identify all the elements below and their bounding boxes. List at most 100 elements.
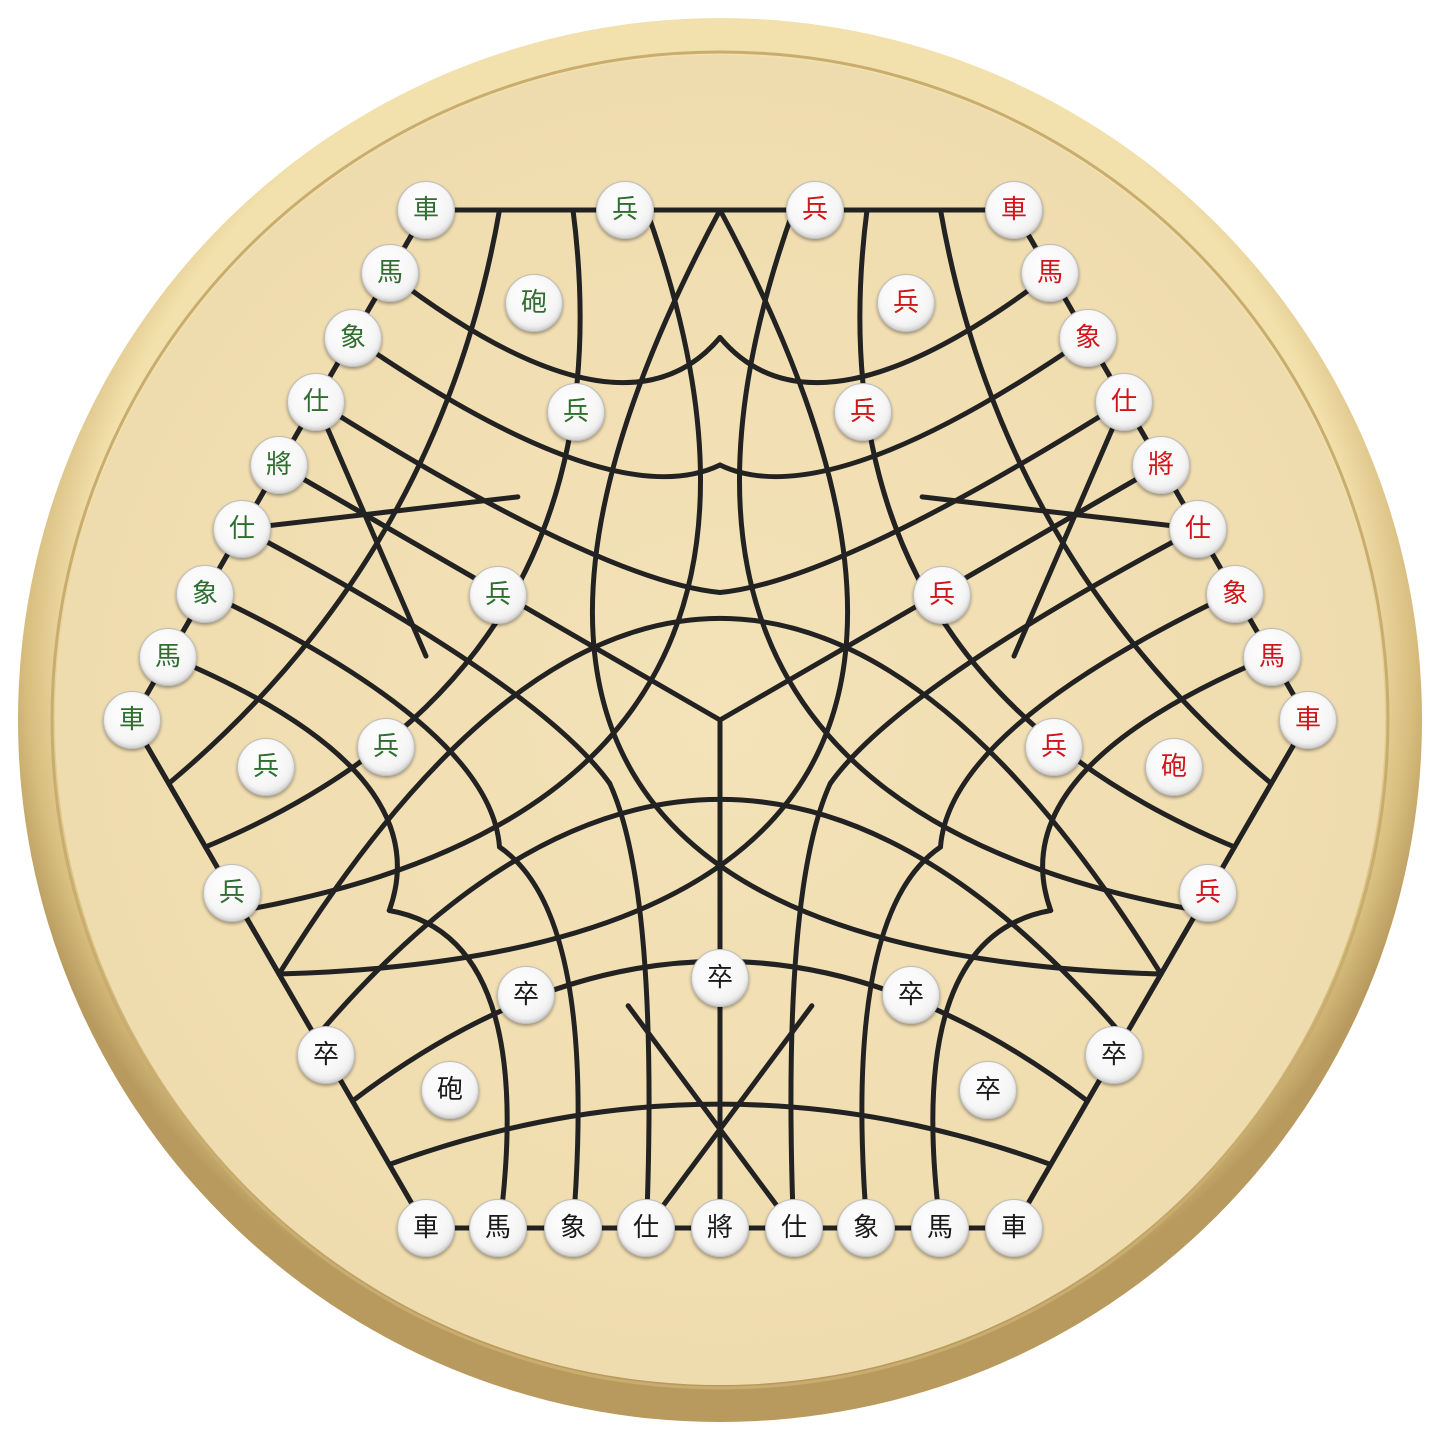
piece-glyph: 象: [559, 1213, 586, 1243]
rank-line-black-4: [276, 615, 1164, 977]
piece-glyph: 仕: [1184, 514, 1211, 544]
piece-glyph: 象: [339, 323, 366, 353]
piece-green-26[interactable]: 兵: [547, 383, 605, 441]
piece-black-10[interactable]: 卒: [691, 949, 749, 1007]
piece-green-21[interactable]: 仕: [213, 500, 271, 558]
file-line-green-7: [166, 653, 400, 913]
file-line-green-6: [203, 590, 502, 850]
piece-glyph: 象: [1074, 323, 1101, 353]
piece-glyph: 將: [265, 450, 292, 480]
piece-green-31[interactable]: 兵: [237, 738, 295, 796]
piece-glyph: 車: [118, 705, 145, 735]
piece-green-27[interactable]: 兵: [469, 566, 527, 624]
piece-glyph: 卒: [897, 980, 924, 1010]
palace-centre-green: [276, 462, 502, 595]
piece-red-37[interactable]: 仕: [1169, 500, 1227, 558]
piece-black-0[interactable]: 車: [397, 1199, 455, 1257]
piece-red-34[interactable]: 象: [1059, 309, 1117, 367]
piece-red-32[interactable]: 車: [985, 181, 1043, 239]
piece-black-7[interactable]: 馬: [911, 1199, 969, 1257]
piece-glyph: 兵: [801, 195, 828, 225]
piece-black-14[interactable]: 砲: [421, 1061, 479, 1119]
piece-black-12[interactable]: 卒: [297, 1026, 355, 1084]
piece-red-42[interactable]: 兵: [877, 274, 935, 332]
piece-red-36[interactable]: 將: [1132, 436, 1190, 494]
piece-glyph: 車: [412, 195, 439, 225]
piece-red-47[interactable]: 砲: [1145, 738, 1203, 796]
piece-red-44[interactable]: 兵: [913, 566, 971, 624]
file-line-green-2: [350, 335, 723, 480]
file-line-black-3: [607, 781, 652, 1231]
piece-glyph: 兵: [484, 580, 511, 610]
piece-black-15[interactable]: 卒: [959, 1061, 1017, 1119]
piece-black-4[interactable]: 將: [691, 1199, 749, 1257]
file-line-black-1: [386, 908, 510, 1231]
piece-green-24[interactable]: 車: [103, 691, 161, 749]
piece-green-29[interactable]: 兵: [203, 864, 261, 922]
piece-black-3[interactable]: 仕: [617, 1199, 675, 1257]
piece-green-30[interactable]: 砲: [505, 274, 563, 332]
piece-glyph: 車: [1000, 1213, 1027, 1243]
board-edge-4: [129, 717, 429, 1231]
piece-green-22[interactable]: 象: [176, 565, 234, 623]
file-line-red-1: [1040, 653, 1274, 913]
piece-red-41[interactable]: 兵: [786, 181, 844, 239]
piece-black-9[interactable]: 卒: [497, 966, 555, 1024]
piece-black-13[interactable]: 卒: [1085, 1026, 1143, 1084]
piece-glyph: 兵: [892, 288, 919, 318]
piece-black-1[interactable]: 馬: [469, 1199, 527, 1257]
piece-green-23[interactable]: 馬: [139, 628, 197, 686]
piece-red-33[interactable]: 馬: [1021, 244, 1079, 302]
piece-black-2[interactable]: 象: [544, 1199, 602, 1257]
palace-diagonal-red-a: [919, 494, 1201, 532]
file-line-black-7: [930, 908, 1054, 1231]
piece-green-16[interactable]: 車: [397, 181, 455, 239]
piece-glyph: 仕: [302, 387, 329, 417]
piece-glyph: 車: [412, 1213, 439, 1243]
file-line-black-6: [859, 844, 943, 1231]
piece-green-18[interactable]: 象: [324, 309, 382, 367]
piece-black-11[interactable]: 卒: [882, 966, 940, 1024]
palace-diagonal-black-a: [644, 1003, 815, 1231]
piece-red-39[interactable]: 馬: [1243, 628, 1301, 686]
file-line-red-6: [717, 335, 1090, 480]
piece-black-6[interactable]: 象: [837, 1199, 895, 1257]
piece-green-17[interactable]: 馬: [361, 244, 419, 302]
file-line-green-5: [239, 526, 613, 786]
piece-glyph: 砲: [1160, 752, 1187, 782]
piece-red-46[interactable]: 兵: [1179, 864, 1237, 922]
piece-glyph: 馬: [1258, 642, 1285, 672]
piece-glyph: 仕: [780, 1213, 807, 1243]
piece-glyph: 象: [191, 579, 218, 609]
piece-red-40[interactable]: 車: [1279, 691, 1337, 749]
piece-glyph: 兵: [849, 397, 876, 427]
piece-glyph: 兵: [218, 878, 245, 908]
piece-red-43[interactable]: 兵: [834, 383, 892, 441]
piece-glyph: 兵: [1040, 732, 1067, 762]
piece-glyph: 砲: [520, 288, 547, 318]
palace-diagonal-black-b: [625, 1003, 796, 1231]
piece-glyph: 兵: [562, 397, 589, 427]
piece-glyph: 車: [1000, 195, 1027, 225]
piece-green-20[interactable]: 將: [250, 436, 308, 494]
piece-glyph: 馬: [154, 642, 181, 672]
piece-green-28[interactable]: 兵: [357, 718, 415, 776]
piece-green-25[interactable]: 兵: [596, 181, 654, 239]
piece-green-19[interactable]: 仕: [287, 373, 345, 431]
piece-glyph: 卒: [512, 980, 539, 1010]
piece-black-8[interactable]: 車: [985, 1199, 1043, 1257]
piece-glyph: 象: [852, 1213, 879, 1243]
piece-red-38[interactable]: 象: [1206, 565, 1264, 623]
file-line-black-2: [497, 844, 581, 1231]
piece-red-35[interactable]: 仕: [1095, 373, 1153, 431]
piece-red-45[interactable]: 兵: [1025, 718, 1083, 776]
file-line-black-5: [788, 781, 833, 1231]
piece-glyph: 仕: [228, 514, 255, 544]
piece-glyph: 仕: [1110, 387, 1137, 417]
piece-black-5[interactable]: 仕: [765, 1199, 823, 1257]
piece-glyph: 將: [706, 1213, 733, 1243]
file-line-red-2: [938, 590, 1237, 850]
piece-glyph: 車: [1294, 705, 1321, 735]
